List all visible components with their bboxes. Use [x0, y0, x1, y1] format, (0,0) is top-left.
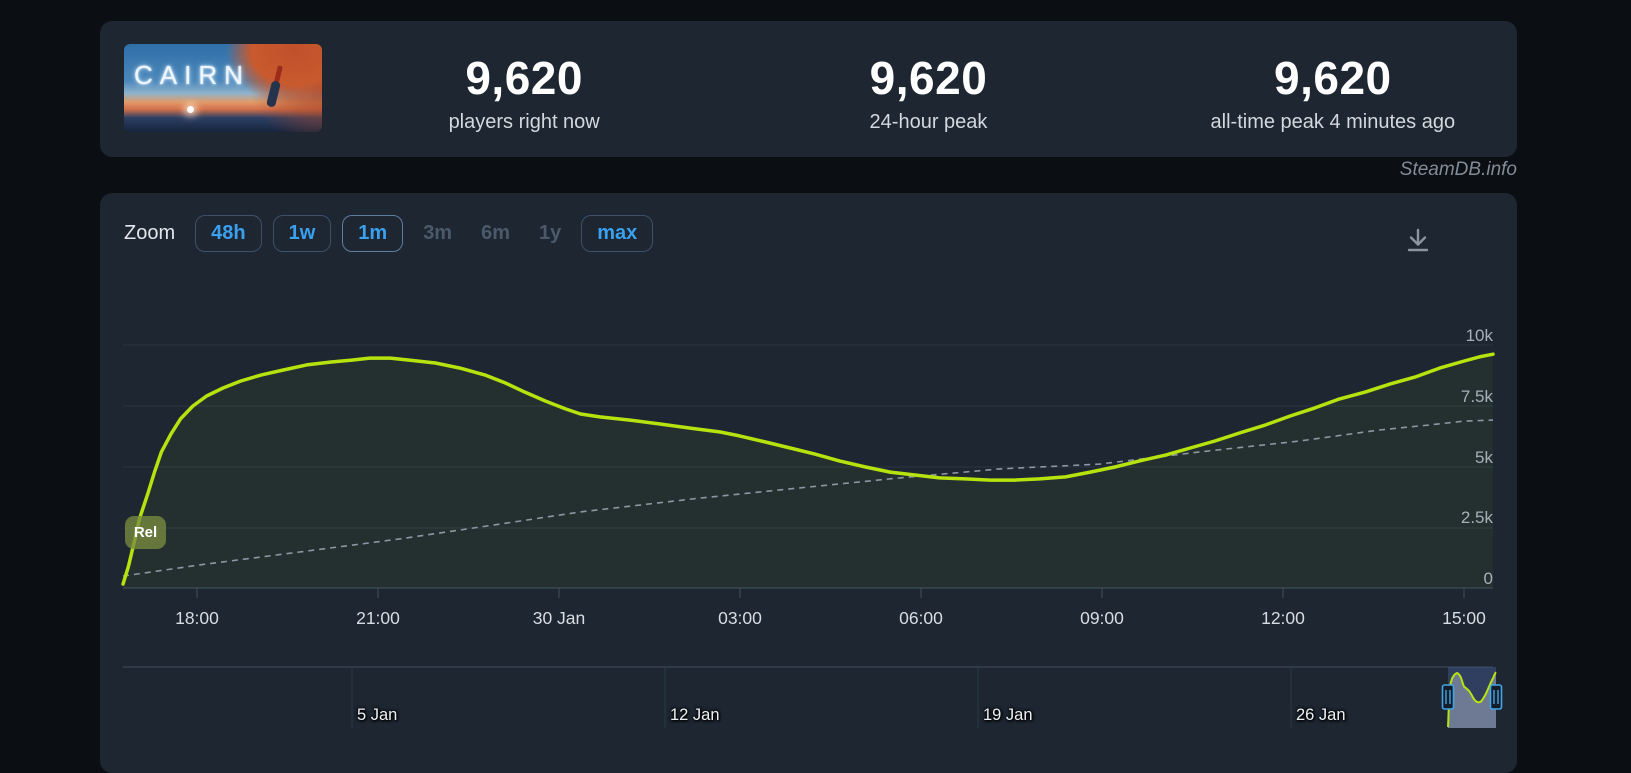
zoom-button-1y: 1y — [539, 222, 562, 244]
zoom-toolbar: Zoom 48h 1w 1m 3m 6m 1y max — [124, 215, 654, 252]
x-axis-label: 15:00 — [1442, 608, 1486, 628]
y-axis-label: 0 — [1483, 569, 1493, 588]
y-axis-label: 7.5k — [1460, 386, 1493, 406]
navigator-date-label: 5 Jan — [357, 706, 398, 724]
stats-row: 9,620 players right now 9,620 24-hour pe… — [322, 21, 1535, 157]
zoom-button-1w[interactable]: 1w — [272, 215, 332, 252]
navigator-date-label: 26 Jan — [1296, 706, 1346, 724]
players-line — [121, 352, 1495, 586]
zoom-button-1m[interactable]: 1m — [342, 215, 404, 252]
players-now-value: 9,620 — [465, 51, 583, 104]
zoom-label: Zoom — [124, 222, 176, 244]
x-axis-label: 18:00 — [175, 608, 219, 628]
zoom-buttons: 48h 1w 1m 3m 6m 1y max — [195, 215, 654, 252]
zoom-button-3m: 3m — [423, 222, 453, 244]
game-capsule-image[interactable]: CAIRN — [124, 44, 322, 132]
players-now-label: players right now — [448, 110, 600, 133]
release-marker-badge[interactable]: Rel — [125, 516, 166, 549]
zoom-button-6m: 6m — [481, 222, 510, 244]
navigator-mini-line — [1447, 671, 1497, 728]
player-chart-card: Zoom 48h 1w 1m 3m 6m 1y max 10k 7.5k 5k 2.5k 0 18:0… — [100, 193, 1517, 773]
y-axis-label: 10k — [1465, 326, 1493, 345]
navigator-handle-right[interactable] — [1489, 684, 1503, 710]
y-axis-label: 5k — [1475, 447, 1493, 467]
peak-24h-label: 24-hour peak — [869, 110, 988, 133]
stat-alltime-peak: 9,620 all-time peak 4 minutes ago — [1131, 21, 1535, 157]
navigator-date-label: 12 Jan — [670, 706, 720, 724]
zoom-button-48h[interactable]: 48h — [195, 215, 262, 252]
x-axis-label: 03:00 — [718, 608, 762, 628]
chart-plot-area[interactable] — [100, 280, 1517, 749]
game-title: CAIRN — [134, 60, 250, 90]
x-axis-label: 12:00 — [1261, 608, 1305, 628]
climber-silhouette — [266, 80, 282, 108]
navigator-mini-area — [1448, 672, 1496, 728]
x-axis-label: 06:00 — [899, 608, 943, 628]
game-stats-header: CAIRN 9,620 players right now 9,620 24-h… — [100, 21, 1517, 157]
navigator-date-label: 19 Jan — [983, 706, 1033, 724]
stat-24h-peak: 9,620 24-hour peak — [726, 21, 1130, 157]
alltime-peak-label: all-time peak 4 minutes ago — [1210, 110, 1456, 133]
zoom-button-max[interactable]: max — [581, 215, 654, 252]
x-axis-label: 09:00 — [1080, 608, 1124, 628]
download-icon[interactable] — [1401, 223, 1435, 257]
sun-decoration — [187, 105, 195, 113]
stat-players-now: 9,620 players right now — [322, 21, 726, 157]
alltime-peak-value: 9,620 — [1274, 51, 1392, 104]
y-axis-label: 2.5k — [1460, 508, 1493, 528]
peak-24h-value: 9,620 — [869, 51, 988, 104]
trend-dashed-line — [122, 419, 1494, 577]
players-area-fill — [123, 354, 1493, 588]
navigator-handle-left[interactable] — [1441, 684, 1455, 710]
steamdb-watermark: SteamDB.info — [1399, 159, 1517, 180]
x-axis-label: 30 Jan — [532, 608, 586, 628]
x-axis-label: 21:00 — [356, 608, 400, 628]
